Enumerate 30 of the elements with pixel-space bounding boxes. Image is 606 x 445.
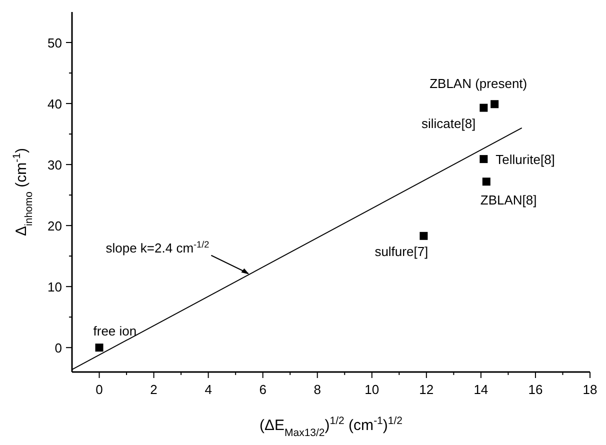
annotation: Tellurite[8] bbox=[496, 152, 555, 168]
x-tick-label: 8 bbox=[314, 382, 321, 397]
y-tick-label: 20 bbox=[48, 218, 62, 234]
x-axis-title: (ΔE$_{Max13/2}$)$^{1/2}$ (cm$^{-1}$)$^{1/2}$ bbox=[259, 415, 403, 439]
y-tick-label: 10 bbox=[48, 280, 62, 295]
x-tick-label: 16 bbox=[528, 382, 543, 397]
x-tick-label: 4 bbox=[204, 382, 212, 397]
point bbox=[480, 104, 488, 112]
point bbox=[95, 344, 104, 352]
annotation: slope k=2.4 cm$^{-1/2}$ bbox=[106, 239, 210, 256]
annotation: silicate[8] bbox=[421, 116, 476, 131]
annotation: ZBLAN (present) bbox=[430, 76, 528, 92]
x-tick-label: 0 bbox=[96, 382, 103, 397]
point bbox=[480, 155, 488, 164]
annotation: ZBLAN[8] bbox=[480, 192, 537, 208]
point bbox=[420, 232, 428, 240]
point bbox=[490, 100, 499, 108]
x-tick-label: 14 bbox=[474, 382, 488, 397]
y-tick-label: 50 bbox=[48, 36, 62, 51]
y-tick-label: 30 bbox=[48, 158, 62, 173]
x-tick-label: 12 bbox=[419, 382, 434, 397]
y-tick-label: 0 bbox=[54, 340, 62, 356]
y-tick-label: 40 bbox=[48, 96, 62, 112]
x-tick-label: 10 bbox=[364, 382, 380, 397]
x-tick-label: 18 bbox=[582, 382, 598, 397]
x-tick-label: 2 bbox=[150, 382, 158, 397]
annotation: sulfure[7] bbox=[374, 244, 428, 259]
annotation: free ion bbox=[93, 324, 137, 339]
point bbox=[482, 178, 490, 186]
x-tick-label: 6 bbox=[259, 382, 266, 397]
